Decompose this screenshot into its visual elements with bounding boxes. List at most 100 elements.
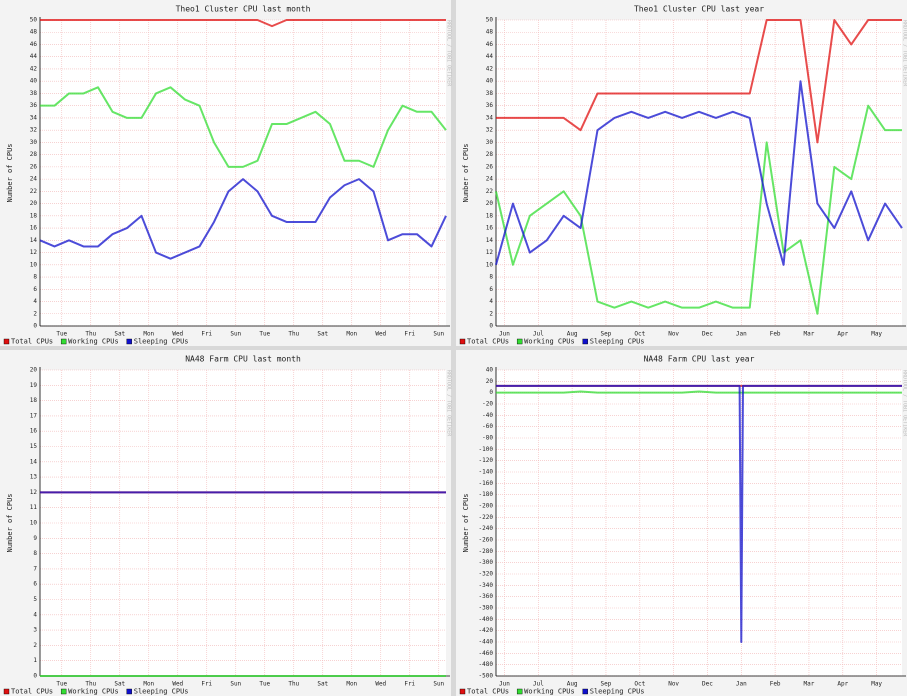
x-tick-label: May bbox=[871, 681, 882, 688]
x-tick-label: Dec bbox=[702, 331, 713, 338]
y-tick-label: -200 bbox=[479, 503, 494, 510]
legend-swatch bbox=[582, 688, 588, 695]
y-tick-label: 46 bbox=[486, 41, 494, 48]
x-tick-label: Tue bbox=[259, 331, 270, 338]
x-tick-label: Sun bbox=[433, 681, 444, 688]
legend-label: Sleeping CPUs bbox=[134, 688, 189, 696]
y-tick-label: 48 bbox=[30, 29, 38, 36]
y-tick-label: 14 bbox=[30, 237, 38, 244]
y-tick-label: 10 bbox=[30, 261, 38, 268]
series-line bbox=[495, 104, 902, 315]
y-tick-label: -480 bbox=[479, 661, 494, 668]
x-tick-label: Tue bbox=[56, 681, 67, 688]
x-tick-label: Mar bbox=[804, 331, 815, 338]
legend-label: Sleeping CPUs bbox=[590, 688, 645, 696]
y-tick-label: 6 bbox=[33, 581, 37, 588]
x-tick-label: Nov bbox=[668, 331, 679, 338]
y-tick-label: -340 bbox=[479, 582, 494, 589]
x-tick-label: Jun bbox=[499, 331, 510, 338]
y-tick-label: 13 bbox=[30, 474, 38, 481]
y-tick-label: 16 bbox=[486, 225, 494, 232]
legend-swatch bbox=[60, 688, 67, 695]
y-tick-label: -300 bbox=[479, 559, 494, 566]
legend-swatch bbox=[126, 338, 132, 345]
y-tick-label: 20 bbox=[486, 200, 494, 207]
legend-label: Sleeping CPUs bbox=[590, 338, 645, 346]
legend-label: Working CPUs bbox=[68, 338, 119, 346]
y-tick-label: 24 bbox=[30, 176, 38, 183]
y-tick-label: 18 bbox=[30, 212, 38, 219]
x-tick-label: Sep bbox=[601, 331, 612, 338]
x-tick-label: Jul bbox=[533, 681, 544, 688]
series-line bbox=[496, 19, 902, 144]
y-tick-label: -400 bbox=[479, 616, 494, 623]
y-tick-label: 4 bbox=[33, 298, 37, 305]
x-tick-label: Tue bbox=[56, 331, 67, 338]
y-tick-label: 38 bbox=[30, 90, 38, 97]
y-tick-label: -180 bbox=[479, 491, 494, 498]
series-line bbox=[496, 390, 902, 394]
x-tick-label: Aug bbox=[567, 331, 578, 338]
y-tick-label: -380 bbox=[479, 605, 494, 612]
y-tick-label: 32 bbox=[486, 127, 494, 134]
x-tick-label: Dec bbox=[702, 681, 713, 688]
x-tick-label: Sun bbox=[433, 331, 444, 338]
watermark: RRDTOOL / TOBI OETIKER bbox=[902, 20, 907, 87]
y-tick-label: -360 bbox=[479, 593, 494, 600]
y-tick-label: 10 bbox=[30, 520, 38, 527]
y-tick-label: -280 bbox=[479, 548, 494, 555]
x-tick-label: Tue bbox=[259, 681, 270, 688]
y-tick-label: 16 bbox=[30, 225, 38, 232]
y-tick-label: -420 bbox=[479, 627, 494, 634]
y-tick-label: 8 bbox=[489, 274, 493, 281]
y-tick-label: -60 bbox=[482, 423, 493, 430]
y-tick-label: -20 bbox=[482, 401, 493, 408]
x-tick-label: Jun bbox=[499, 681, 510, 688]
x-tick-label: Sat bbox=[317, 681, 328, 688]
y-tick-label: 28 bbox=[30, 151, 38, 158]
y-tick-label: -240 bbox=[479, 525, 494, 532]
x-tick-label: Sun bbox=[230, 681, 241, 688]
y-axis-label: Number of CPUs bbox=[462, 143, 470, 202]
y-tick-label: 44 bbox=[486, 53, 494, 60]
y-tick-label: 40 bbox=[30, 78, 38, 85]
series-line bbox=[39, 178, 447, 260]
y-tick-label: 4 bbox=[489, 298, 493, 305]
legend-label: Total CPUs bbox=[467, 338, 509, 346]
y-tick-label: 40 bbox=[486, 367, 494, 374]
x-tick-label: Mon bbox=[143, 331, 154, 338]
y-tick-label: 18 bbox=[30, 397, 38, 404]
x-tick-label: Sep bbox=[601, 681, 612, 688]
x-tick-label: Wed bbox=[375, 331, 386, 338]
y-tick-label: 14 bbox=[486, 237, 494, 244]
y-tick-label: 36 bbox=[486, 102, 494, 109]
y-tick-label: 12 bbox=[30, 249, 38, 256]
y-tick-label: 2 bbox=[33, 310, 37, 317]
y-tick-label: 8 bbox=[33, 550, 37, 557]
x-tick-label: Jan bbox=[736, 681, 747, 688]
x-tick-label: May bbox=[871, 331, 882, 338]
legend-label: Total CPUs bbox=[11, 688, 53, 696]
y-axis-label: Number of CPUs bbox=[462, 493, 470, 552]
y-tick-label: 30 bbox=[486, 139, 494, 146]
y-tick-label: 3 bbox=[33, 627, 37, 634]
y-axis-label: Number of CPUs bbox=[6, 493, 14, 552]
legend-label: Working CPUs bbox=[68, 688, 119, 696]
y-tick-label: 9 bbox=[33, 535, 37, 542]
watermark: RRDTOOL / TOBI OETIKER bbox=[446, 20, 452, 87]
y-tick-label: 20 bbox=[30, 200, 38, 207]
y-tick-label: 20 bbox=[30, 367, 38, 374]
legend-swatch bbox=[60, 338, 67, 345]
y-tick-label: -100 bbox=[479, 446, 494, 453]
y-tick-label: 6 bbox=[489, 286, 493, 293]
x-tick-label: Jul bbox=[533, 331, 544, 338]
y-axis-label: Number of CPUs bbox=[6, 143, 14, 202]
y-tick-label: -440 bbox=[479, 639, 494, 646]
y-tick-label: 32 bbox=[30, 127, 38, 134]
y-tick-label: -120 bbox=[479, 457, 494, 464]
y-tick-label: 16 bbox=[30, 428, 38, 435]
y-tick-label: 34 bbox=[486, 114, 494, 121]
legend-swatch bbox=[582, 338, 588, 345]
x-tick-label: Thu bbox=[85, 681, 96, 688]
